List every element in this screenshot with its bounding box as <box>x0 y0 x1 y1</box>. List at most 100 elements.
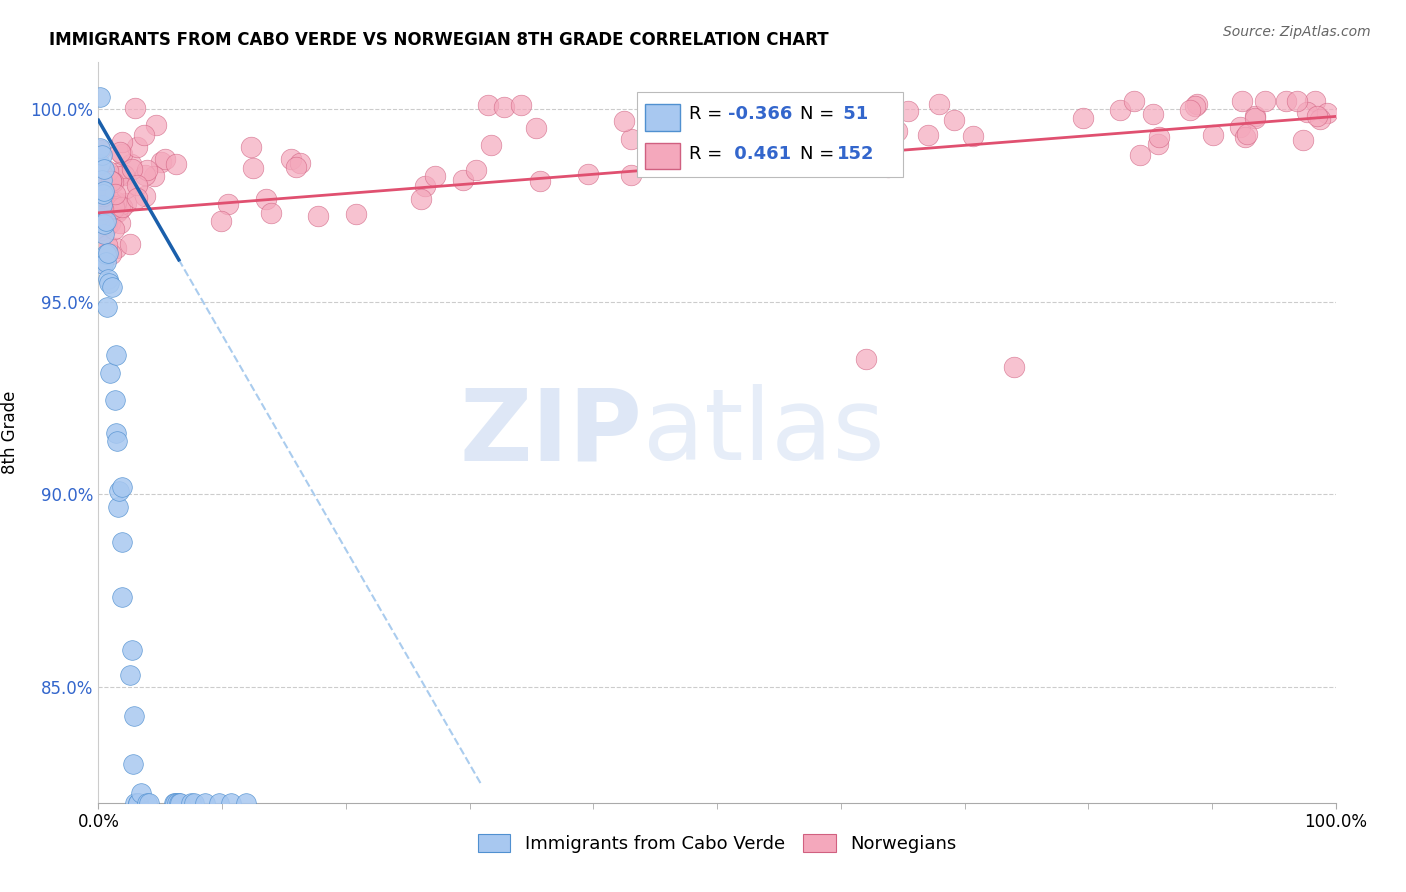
Point <box>783 145 806 159</box>
Point <box>165 157 187 171</box>
Point <box>254 192 277 206</box>
Point <box>425 169 447 184</box>
Point <box>120 157 142 171</box>
Point <box>208 796 231 810</box>
Point <box>103 199 125 213</box>
Point <box>124 796 146 810</box>
Point <box>89 171 111 186</box>
Point <box>89 203 111 218</box>
Point <box>1184 98 1206 112</box>
Point <box>1309 112 1331 127</box>
Point <box>344 207 367 221</box>
Point <box>93 184 115 198</box>
Point <box>129 787 152 801</box>
Point <box>451 172 474 186</box>
Point <box>1071 112 1094 126</box>
Point <box>876 160 898 174</box>
Point <box>96 246 118 260</box>
Point <box>868 123 890 137</box>
Text: 152: 152 <box>837 145 875 163</box>
Text: atlas: atlas <box>643 384 884 481</box>
Point <box>1292 133 1315 147</box>
Point <box>90 256 112 270</box>
Point <box>100 247 122 261</box>
Point <box>1236 127 1258 141</box>
Point <box>509 98 531 112</box>
Point <box>89 223 111 237</box>
Point <box>1147 130 1170 145</box>
Point <box>93 179 115 194</box>
Point <box>94 203 117 218</box>
Point <box>93 206 115 220</box>
Point <box>91 198 114 212</box>
Point <box>163 796 186 810</box>
Point <box>111 480 134 494</box>
Point <box>89 157 111 171</box>
Point <box>1002 360 1025 375</box>
Point <box>103 201 125 215</box>
Y-axis label: 8th Grade: 8th Grade <box>1 391 20 475</box>
Point <box>290 156 312 170</box>
Point <box>1147 137 1170 152</box>
Point <box>89 223 111 237</box>
Point <box>118 668 141 682</box>
Point <box>96 255 118 269</box>
Point <box>576 167 599 181</box>
Point <box>142 169 165 183</box>
Point <box>125 191 148 205</box>
Point <box>111 147 134 161</box>
Point <box>1295 105 1317 120</box>
Point <box>479 138 502 153</box>
Point <box>91 187 114 202</box>
Point <box>96 176 118 190</box>
Point <box>897 103 920 118</box>
Point <box>110 197 132 211</box>
Text: N =: N = <box>800 105 839 123</box>
Point <box>217 197 239 211</box>
Point <box>98 366 121 380</box>
Point <box>96 219 118 233</box>
Point <box>94 211 117 226</box>
Point <box>94 201 117 215</box>
Point <box>105 204 128 219</box>
Point <box>100 280 122 294</box>
Point <box>150 155 173 169</box>
Point <box>127 796 149 810</box>
FancyBboxPatch shape <box>645 143 681 169</box>
Point <box>91 173 114 187</box>
Point <box>89 173 111 187</box>
Point <box>93 217 115 231</box>
Point <box>91 167 114 181</box>
Point <box>209 214 232 228</box>
Point <box>849 152 872 166</box>
Point <box>93 162 115 177</box>
FancyBboxPatch shape <box>637 92 903 178</box>
Point <box>100 174 122 188</box>
Point <box>529 174 551 188</box>
Point <box>1129 148 1152 162</box>
Point <box>89 187 111 202</box>
FancyBboxPatch shape <box>645 104 681 131</box>
Point <box>108 484 131 499</box>
Point <box>108 145 131 159</box>
Point <box>409 192 432 206</box>
Point <box>104 194 127 209</box>
Point <box>307 209 329 223</box>
Point <box>104 241 127 255</box>
Text: IMMIGRANTS FROM CABO VERDE VS NORWEGIAN 8TH GRADE CORRELATION CHART: IMMIGRANTS FROM CABO VERDE VS NORWEGIAN … <box>49 31 828 49</box>
Point <box>103 222 125 236</box>
Point <box>704 138 727 153</box>
Point <box>1274 94 1296 108</box>
Point <box>101 175 124 189</box>
Point <box>100 196 122 211</box>
Point <box>93 186 115 201</box>
Point <box>1233 130 1256 145</box>
Point <box>917 128 939 142</box>
Legend: Immigrants from Cabo Verde, Norwegians: Immigrants from Cabo Verde, Norwegians <box>471 827 963 861</box>
Point <box>1285 94 1308 108</box>
Point <box>1254 94 1277 108</box>
Point <box>928 97 950 112</box>
Point <box>1244 111 1267 125</box>
Point <box>108 202 131 217</box>
Point <box>166 796 188 810</box>
